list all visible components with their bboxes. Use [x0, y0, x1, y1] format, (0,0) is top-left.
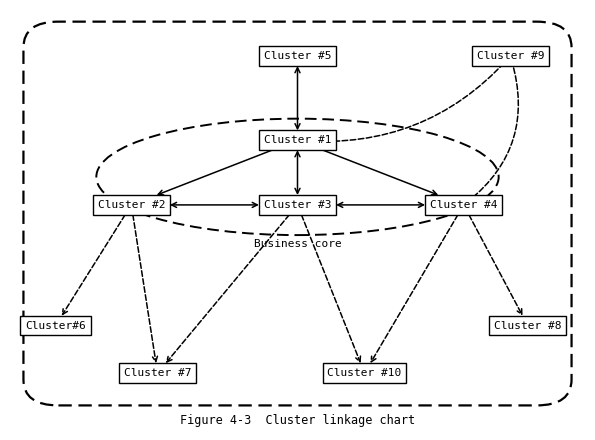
- FancyBboxPatch shape: [259, 195, 336, 215]
- FancyBboxPatch shape: [322, 363, 406, 383]
- Text: Cluster#6: Cluster#6: [25, 321, 86, 330]
- FancyBboxPatch shape: [20, 316, 91, 335]
- Text: Cluster #10: Cluster #10: [327, 368, 402, 378]
- FancyBboxPatch shape: [259, 130, 336, 150]
- Text: Cluster #5: Cluster #5: [264, 51, 331, 61]
- Text: Cluster #4: Cluster #4: [430, 200, 497, 210]
- FancyBboxPatch shape: [489, 316, 566, 335]
- Text: Cluster #3: Cluster #3: [264, 200, 331, 210]
- Text: Cluster #9: Cluster #9: [477, 51, 544, 61]
- FancyBboxPatch shape: [472, 46, 549, 66]
- Text: Cluster #1: Cluster #1: [264, 135, 331, 145]
- FancyBboxPatch shape: [119, 363, 196, 383]
- Text: Figure 4-3  Cluster linkage chart: Figure 4-3 Cluster linkage chart: [180, 414, 415, 427]
- FancyBboxPatch shape: [259, 46, 336, 66]
- Text: Business core: Business core: [253, 239, 342, 249]
- FancyBboxPatch shape: [425, 195, 502, 215]
- Text: Cluster #2: Cluster #2: [98, 200, 165, 210]
- FancyBboxPatch shape: [93, 195, 170, 215]
- Text: Cluster #8: Cluster #8: [494, 321, 562, 330]
- Text: Cluster #7: Cluster #7: [124, 368, 192, 378]
